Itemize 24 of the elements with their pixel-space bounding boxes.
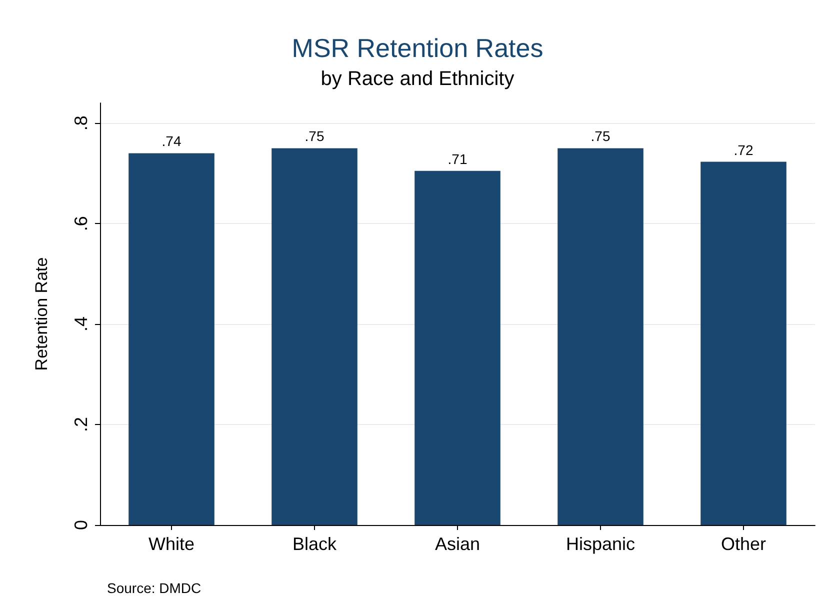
bar	[414, 170, 500, 525]
y-tick-label: .2	[71, 417, 91, 432]
x-tick-label: Other	[720, 534, 766, 554]
data-label: .71	[448, 150, 468, 167]
bar	[272, 148, 358, 525]
data-label: .72	[734, 142, 754, 158]
data-label: .74	[162, 133, 182, 150]
x-tick-label: Hispanic	[566, 534, 636, 554]
chart-title: MSR Retention Rates	[292, 33, 544, 63]
x-tick-label: Asian	[434, 534, 480, 554]
x-tick-label: Black	[292, 534, 338, 554]
y-axis-title: Retention Rate	[32, 257, 51, 371]
bar	[700, 162, 786, 525]
y-tick-label: .6	[71, 216, 91, 232]
data-label: .75	[304, 128, 324, 144]
y-tick-label: 0	[71, 520, 91, 530]
source-note: Source: DMDC	[107, 580, 202, 596]
data-label: .75	[590, 128, 610, 144]
bar	[558, 148, 644, 525]
bar	[128, 153, 214, 525]
x-tick-label: White	[148, 534, 195, 554]
y-tick-label: .4	[71, 316, 91, 332]
y-tick-label: .8	[71, 116, 91, 131]
chart-subtitle: by Race and Ethnicity	[320, 68, 514, 90]
